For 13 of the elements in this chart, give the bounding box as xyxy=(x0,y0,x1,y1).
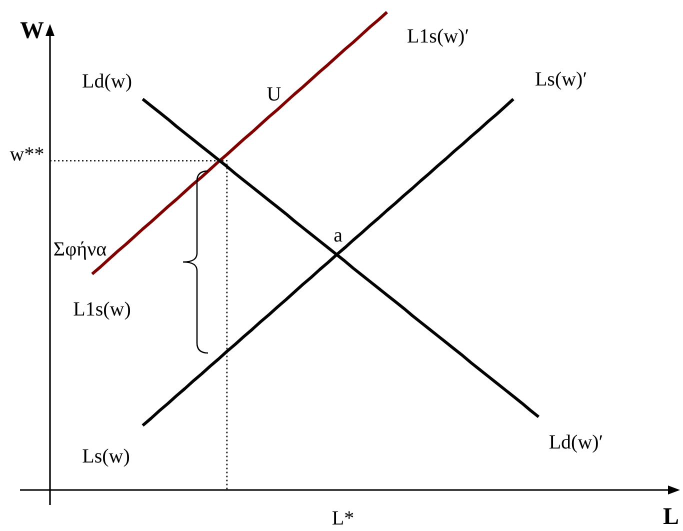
annotation: Σφήνα xyxy=(53,238,108,260)
text: L xyxy=(662,504,680,530)
annotation: U xyxy=(266,83,282,106)
annotation: Ls(w) xyxy=(82,445,130,468)
y-axis-title: W xyxy=(20,18,44,44)
annotation: L1s(w)′ xyxy=(406,25,470,48)
text: w** xyxy=(10,143,44,166)
annotation: L1s(w) xyxy=(73,298,131,320)
text: Ld(w)′ xyxy=(548,431,604,454)
annotation: a xyxy=(334,224,343,246)
text: L* xyxy=(332,507,354,530)
annotation: Ld(w) xyxy=(82,70,132,92)
annotation: Ls(w)′ xyxy=(534,68,588,90)
